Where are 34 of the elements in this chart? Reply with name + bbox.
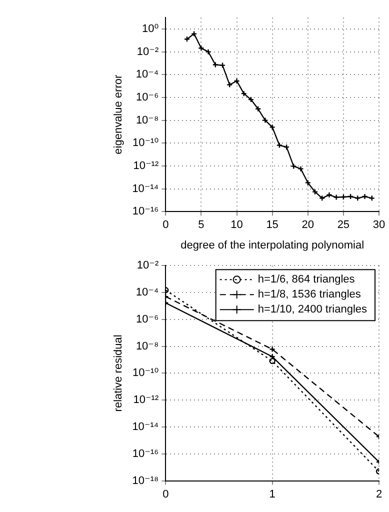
x-tick-label: 0 bbox=[162, 488, 169, 500]
legend-label: h=1/6, 864 triangles bbox=[258, 274, 356, 286]
y-tick-label: 10⁻⁸ bbox=[136, 114, 159, 126]
x-tick-label: 30 bbox=[372, 219, 386, 232]
y-tick-label: 10⁻¹⁶ bbox=[132, 448, 159, 460]
x-tick-label: 2 bbox=[376, 488, 382, 500]
y-tick-label: 10⁻⁶ bbox=[136, 92, 159, 104]
x-tick-label: 15 bbox=[266, 219, 278, 232]
y-tick-label: 10⁻⁴ bbox=[136, 68, 159, 81]
y-tick-label: 10⁻⁴ bbox=[136, 286, 159, 299]
y-tick-label: 10⁰ bbox=[142, 23, 160, 36]
y-tick-label: 10⁻² bbox=[136, 46, 159, 58]
x-tick-label: 25 bbox=[337, 219, 350, 232]
y-tick-label: 10⁻¹⁰ bbox=[132, 367, 160, 380]
y-axis-title: relative residual bbox=[112, 334, 125, 412]
y-tick-label: 10⁻¹⁶ bbox=[132, 206, 159, 218]
x-tick-label: 1 bbox=[269, 488, 276, 500]
y-tick-label: 10⁻¹⁴ bbox=[132, 421, 159, 434]
x-tick-label: 20 bbox=[302, 219, 314, 232]
legend-label: h=1/8, 1536 triangles bbox=[258, 288, 362, 301]
y-tick-label: 10⁻¹² bbox=[133, 394, 159, 406]
y-tick-label: 10⁻⁶ bbox=[136, 313, 159, 326]
y-tick-label: 10⁻¹⁰ bbox=[132, 137, 160, 150]
y-tick-label: 10⁻⁸ bbox=[136, 340, 159, 352]
y-tick-label: 10⁻¹⁴ bbox=[132, 182, 159, 195]
legend-label: h=1/10, 2400 triangles bbox=[258, 304, 368, 316]
y-tick-label: 10⁻¹² bbox=[133, 160, 159, 172]
x-tick-label: 5 bbox=[198, 219, 204, 232]
y-tick-label: 10⁻² bbox=[136, 260, 159, 272]
x-tick-label: 10 bbox=[230, 219, 243, 232]
x-tick-label: 0 bbox=[162, 219, 169, 232]
x-axis-title: degree of the interpolating polynomial bbox=[180, 239, 364, 252]
y-axis-title: eigenvalue error bbox=[112, 74, 125, 154]
y-tick-label: 10⁻¹⁸ bbox=[132, 474, 159, 487]
